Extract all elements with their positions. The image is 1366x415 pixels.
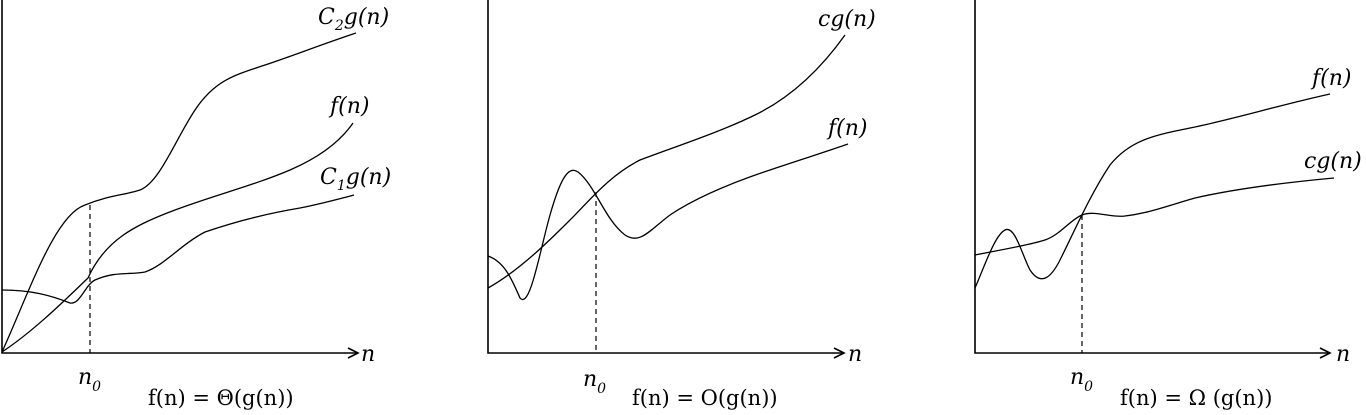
theta-axis-label: n <box>361 342 375 367</box>
o-axes <box>487 0 844 354</box>
panel-theta: C2g(n) f(n) C1g(n) n n0 f(n) = Θ(g(n)) <box>1 0 391 410</box>
omega-axis-label: n <box>1336 342 1350 367</box>
omega-threshold-label: n0 <box>1070 365 1093 395</box>
omega-axes <box>974 0 1330 354</box>
omega-caption: f(n) = Ω (g(n)) <box>1120 386 1272 410</box>
o-arrowhead <box>833 347 846 359</box>
panel-big-o: cg(n) f(n) n n0 f(n) = O(g(n)) <box>487 0 876 410</box>
omega-arrowhead <box>1319 347 1332 359</box>
theta-axes <box>1 0 358 354</box>
theta-upper-curve <box>1 32 357 353</box>
o-f-label: f(n) <box>826 116 867 141</box>
o-f-curve <box>487 143 849 301</box>
theta-f-label: f(n) <box>328 94 369 119</box>
o-upper-label: cg(n) <box>818 7 876 32</box>
omega-f-label: f(n) <box>1310 66 1351 91</box>
o-caption: f(n) = O(g(n)) <box>632 386 778 410</box>
theta-caption: f(n) = Θ(g(n)) <box>148 386 294 410</box>
panel-omega: f(n) cg(n) n n0 f(n) = Ω (g(n)) <box>974 0 1362 410</box>
theta-lower-curve <box>1 194 355 304</box>
theta-threshold-label: n0 <box>78 365 101 395</box>
theta-arrowhead <box>347 347 360 359</box>
o-threshold-label: n0 <box>583 367 606 397</box>
omega-lower-label: cg(n) <box>1304 149 1362 174</box>
omega-f-curve <box>974 93 1331 289</box>
omega-lower-curve <box>974 177 1335 256</box>
o-upper-curve <box>487 34 846 289</box>
theta-lower-label: C1g(n) <box>320 165 391 194</box>
o-axis-label: n <box>848 342 862 367</box>
theta-upper-label: C2g(n) <box>318 5 389 34</box>
